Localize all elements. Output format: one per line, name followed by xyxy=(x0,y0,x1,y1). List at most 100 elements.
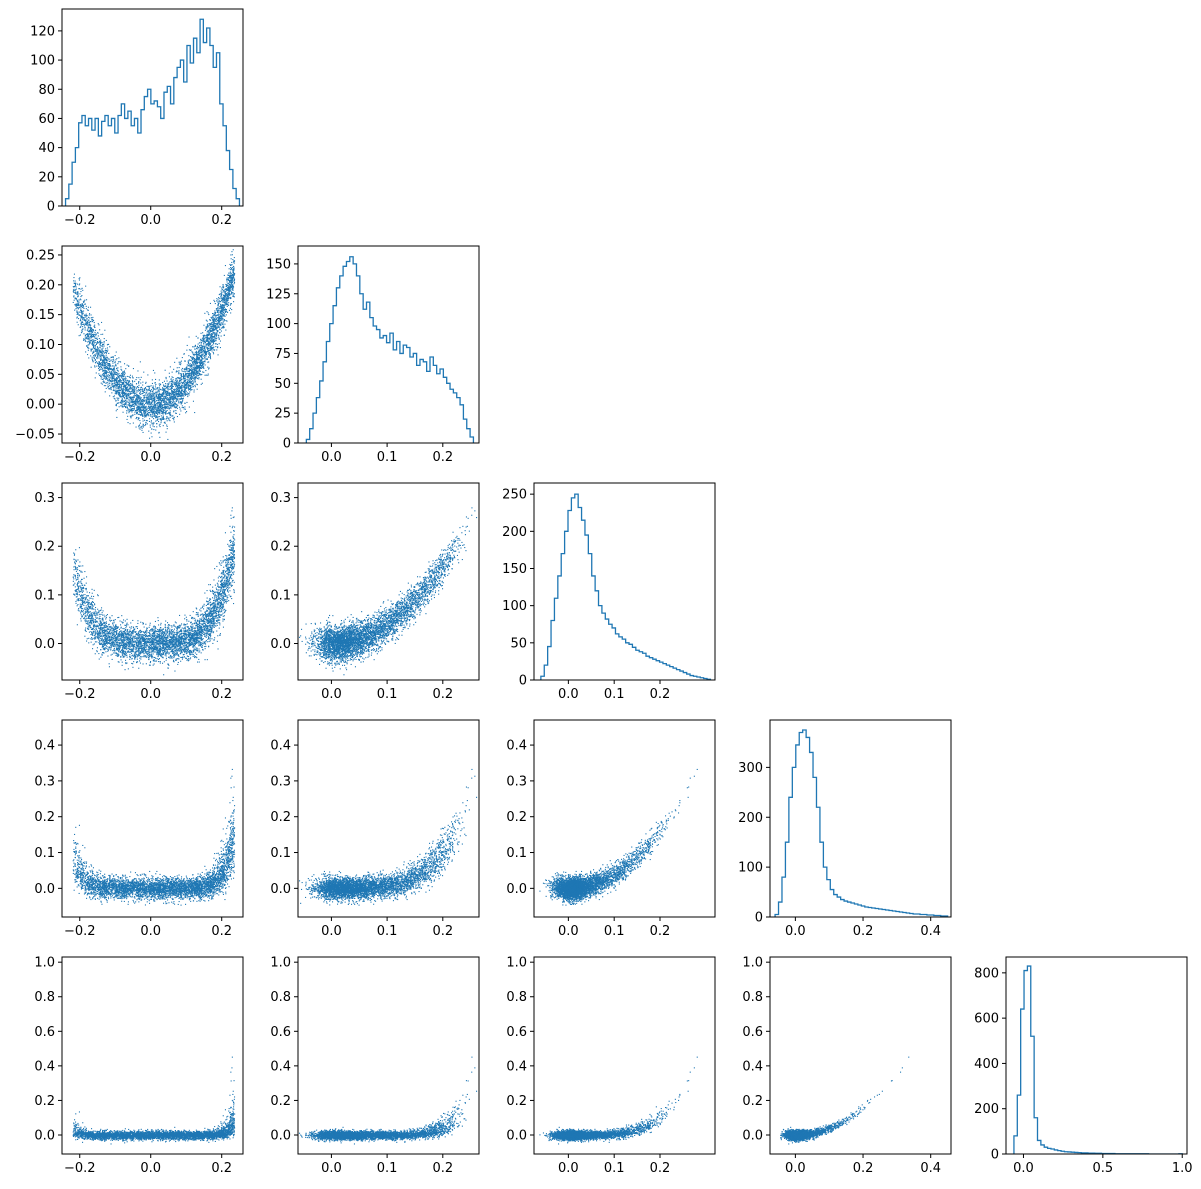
scatter-point xyxy=(87,345,88,346)
scatter-point xyxy=(123,388,124,389)
scatter-point xyxy=(102,384,103,385)
scatter-point xyxy=(163,425,164,426)
scatter-point xyxy=(194,385,195,386)
scatter-point xyxy=(183,393,184,394)
scatter-point xyxy=(161,398,162,399)
scatter-point xyxy=(147,386,148,387)
scatter-point xyxy=(148,410,149,411)
scatter-point xyxy=(167,410,168,411)
scatter-point xyxy=(230,273,231,274)
scatter-point xyxy=(192,384,193,385)
scatter-point xyxy=(107,347,108,348)
scatter-point xyxy=(183,396,184,397)
scatter-point xyxy=(97,339,98,340)
scatter-point xyxy=(148,403,149,404)
scatter-point xyxy=(104,378,105,379)
scatter-point xyxy=(184,408,185,409)
scatter-point xyxy=(89,322,90,323)
scatter-point xyxy=(195,364,196,365)
scatter-point xyxy=(185,361,186,362)
scatter-point xyxy=(80,296,81,297)
scatter-point xyxy=(217,310,218,311)
scatter-point xyxy=(88,307,89,308)
scatter-points-1-0 xyxy=(73,249,236,440)
scatter-point xyxy=(150,425,151,426)
scatter-point xyxy=(159,413,160,414)
scatter-point xyxy=(104,346,105,347)
scatter-point xyxy=(109,377,110,378)
scatter-point xyxy=(83,333,84,334)
scatter-point xyxy=(218,337,219,338)
scatter-point xyxy=(213,327,214,328)
scatter-point xyxy=(134,412,135,413)
scatter-point xyxy=(115,393,116,394)
panel-r1-c0: −0.2 0.0 0.2−0.050.000.050.100.150.200.25 xyxy=(15,246,243,465)
scatter-point xyxy=(115,355,116,356)
scatter-point xyxy=(221,336,222,337)
scatter-point xyxy=(167,428,168,429)
scatter-point xyxy=(213,349,214,350)
scatter-point xyxy=(136,417,137,418)
scatter-point xyxy=(227,306,228,307)
scatter-point xyxy=(216,308,217,309)
scatter-point xyxy=(141,430,142,431)
scatter-point xyxy=(102,342,103,343)
scatter-point xyxy=(96,338,97,339)
scatter-point xyxy=(123,412,124,413)
scatter-point xyxy=(166,378,167,379)
scatter-point xyxy=(89,315,90,316)
scatter-point xyxy=(132,380,133,381)
scatter-point xyxy=(132,381,133,382)
scatter-point xyxy=(109,369,110,370)
scatter-point xyxy=(110,360,111,361)
scatter-point xyxy=(82,319,83,320)
scatter-point xyxy=(98,353,99,354)
scatter-point xyxy=(139,427,140,428)
scatter-point xyxy=(91,367,92,368)
scatter-point xyxy=(173,383,174,384)
scatter-point xyxy=(138,414,139,415)
scatter-point xyxy=(203,363,204,364)
scatter-point xyxy=(194,371,195,372)
scatter-point xyxy=(181,373,182,374)
scatter-point xyxy=(155,382,156,383)
scatter-point xyxy=(113,389,114,390)
scatter-point xyxy=(100,345,101,346)
scatter-point xyxy=(166,425,167,426)
histogram-0-step-line xyxy=(66,19,240,206)
scatter-point xyxy=(151,389,152,390)
scatter-point xyxy=(75,281,76,282)
scatter-point xyxy=(86,299,87,300)
scatter-point xyxy=(187,364,188,365)
scatter-point xyxy=(114,386,115,387)
scatter-point xyxy=(196,375,197,376)
scatter-point xyxy=(154,404,155,405)
scatter-point xyxy=(226,321,227,322)
scatter-point xyxy=(200,371,201,372)
scatter-point xyxy=(182,399,183,400)
scatter-point xyxy=(77,296,78,297)
scatter-point xyxy=(134,381,135,382)
scatter-point xyxy=(97,352,98,353)
scatter-point xyxy=(142,428,143,429)
scatter-point xyxy=(170,414,171,415)
scatter-point xyxy=(233,295,234,296)
corner-plot-figure: −0.2 0.0 0.2020406080100120−0.2 0.0 0.2−0.05… xyxy=(0,0,1201,1189)
scatter-point xyxy=(86,314,87,315)
scatter-point xyxy=(166,377,167,378)
scatter-point xyxy=(142,385,143,386)
panel-r0-c0-ytick-label-0: 0 xyxy=(47,200,55,215)
scatter-point xyxy=(122,398,123,399)
scatter-point xyxy=(104,342,105,343)
scatter-point xyxy=(214,301,215,302)
scatter-point xyxy=(157,407,158,408)
scatter-point xyxy=(214,310,215,311)
scatter-point xyxy=(106,340,107,341)
scatter-point xyxy=(157,398,158,399)
scatter-point xyxy=(230,308,231,309)
scatter-point xyxy=(222,301,223,302)
scatter-point xyxy=(174,362,175,363)
scatter-point xyxy=(149,418,150,419)
scatter-point xyxy=(155,387,156,388)
scatter-point xyxy=(167,420,168,421)
